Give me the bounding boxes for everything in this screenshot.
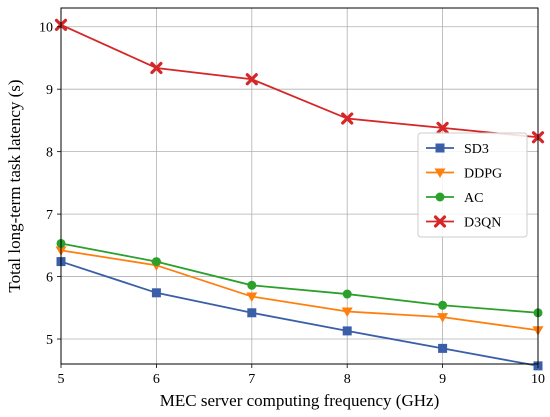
data-point-ac xyxy=(151,257,161,267)
data-point-sd3 xyxy=(151,288,161,298)
legend-entry-ac: AC xyxy=(426,191,483,206)
legend-marker-d3qn xyxy=(433,215,447,228)
ticks: 5 6 7 8 9 10 5 6 7 8 9 10 xyxy=(39,21,545,387)
data-point-ddpg xyxy=(246,292,258,303)
legend-marker-ddpg xyxy=(434,168,446,178)
legend-label-d3qn: D3QN xyxy=(464,216,501,231)
data-point-sd3 xyxy=(342,326,352,336)
data-point-ddpg xyxy=(341,307,353,318)
y-tick-label: 5 xyxy=(46,333,53,348)
legend-label-ac: AC xyxy=(464,191,483,206)
x-tick-label: 7 xyxy=(248,372,255,387)
legend-entry-d3qn: D3QN xyxy=(426,215,501,231)
data-point-ac xyxy=(247,280,257,290)
legend-label-sd3: SD3 xyxy=(464,142,489,157)
series-ac xyxy=(56,238,543,318)
y-axis-label: Total long-term task latency (s) xyxy=(5,79,24,292)
legend: SD3 DDPG AC D3QN xyxy=(417,132,528,238)
data-point-ac xyxy=(342,289,352,299)
plot-frame xyxy=(60,7,539,365)
legend-entry-ddpg: DDPG xyxy=(426,167,502,182)
series-line-ddpg xyxy=(60,249,539,332)
legend-entry-sd3: SD3 xyxy=(426,142,489,157)
series-sd3 xyxy=(56,257,543,371)
data-point-d3qn xyxy=(245,73,258,86)
series-line-d3qn xyxy=(60,24,539,139)
data-point-d3qn xyxy=(341,112,354,125)
x-tick-label: 10 xyxy=(531,372,545,387)
y-tick-label: 10 xyxy=(39,21,53,36)
y-tick-label: 6 xyxy=(46,271,53,286)
series-line-ac xyxy=(60,242,539,314)
y-tick-label: 8 xyxy=(46,146,53,161)
legend-label-ddpg: DDPG xyxy=(464,167,502,182)
data-point-sd3 xyxy=(438,343,448,353)
y-tick-label: 9 xyxy=(46,83,53,98)
x-axis-label: MEC server computing frequency (GHz) xyxy=(160,391,439,410)
x-tick-label: 6 xyxy=(153,372,160,387)
legend-marker-sd3 xyxy=(435,143,445,153)
legend-box xyxy=(417,132,528,238)
x-tick-label: 9 xyxy=(439,372,446,387)
series-line-sd3 xyxy=(60,260,539,367)
data-point-d3qn xyxy=(150,61,163,75)
x-tick-label: 5 xyxy=(58,372,65,387)
data-point-d3qn xyxy=(436,121,449,135)
data-point-ac xyxy=(438,300,448,310)
legend-marker-ac xyxy=(435,192,445,202)
y-tick-label: 7 xyxy=(46,208,53,223)
x-tick-label: 8 xyxy=(344,372,351,387)
series-d3qn xyxy=(54,18,545,144)
series-layer xyxy=(54,18,545,371)
data-point-ddpg xyxy=(437,313,449,323)
data-point-sd3 xyxy=(247,308,257,318)
